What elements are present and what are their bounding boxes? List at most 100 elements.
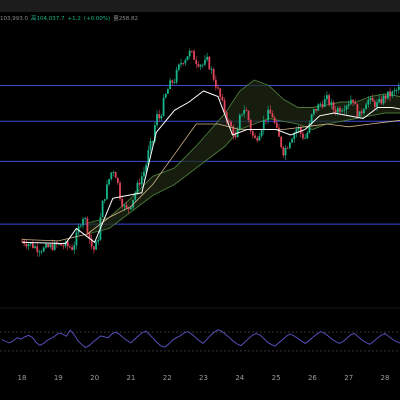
candle-body-87 — [210, 69, 213, 71]
candle-body-167 — [384, 95, 387, 99]
candle-body-143 — [332, 102, 335, 110]
candle-body-27 — [79, 225, 82, 227]
candle-body-78 — [190, 50, 193, 52]
x-tick-label-27: 27 — [344, 374, 353, 382]
candle-body-30 — [86, 218, 89, 233]
candle-body-42 — [112, 172, 115, 173]
candle-body-13 — [49, 244, 52, 248]
candle-body-38 — [103, 199, 106, 201]
candle-body-33 — [92, 246, 95, 250]
candle-body-124 — [291, 138, 293, 143]
candle-body-0 — [21, 240, 23, 242]
candle-body-147 — [341, 110, 344, 112]
rsi-line — [1, 329, 400, 349]
candle-body-5 — [31, 243, 34, 249]
x-tick-label-28: 28 — [381, 374, 390, 382]
candle-body-105 — [249, 119, 252, 132]
candle-body-49 — [127, 207, 130, 210]
candle-body-94 — [225, 112, 228, 121]
candle-body-68 — [169, 80, 172, 90]
candle-body-144 — [334, 109, 337, 113]
quote-value-1: 高104,037.7 — [31, 16, 65, 22]
candle-body-51 — [132, 199, 134, 208]
candle-body-91 — [219, 88, 222, 97]
candle-body-40 — [108, 179, 111, 185]
candle-body-111 — [262, 120, 265, 131]
candle-body-86 — [208, 56, 211, 70]
candle-body-55 — [140, 176, 143, 185]
candle-body-72 — [177, 64, 180, 70]
candle-body-166 — [382, 95, 385, 104]
candle-body-89 — [214, 79, 217, 88]
candle-body-4 — [29, 243, 32, 245]
candle-body-161 — [371, 98, 374, 102]
candle-body-145 — [336, 108, 339, 113]
candle-body-151 — [349, 99, 352, 105]
candle-body-3 — [27, 244, 30, 247]
candle-body-113 — [267, 109, 270, 121]
candle-body-64 — [160, 115, 163, 119]
candle-body-8 — [38, 251, 41, 253]
candle-body-93 — [223, 100, 226, 113]
candle-body-34 — [95, 241, 97, 250]
candle-body-141 — [328, 95, 330, 105]
candle-body-137 — [319, 104, 322, 106]
candle-body-82 — [199, 65, 202, 67]
candle-body-154 — [356, 104, 359, 117]
x-tick-label-20: 20 — [90, 374, 99, 382]
candle-body-88 — [212, 69, 215, 80]
candle-body-123 — [288, 142, 291, 148]
candle-body-52 — [134, 192, 137, 200]
x-tick-label-21: 21 — [126, 374, 135, 382]
candle-body-96 — [230, 121, 232, 127]
candle-body-140 — [326, 95, 328, 100]
candle-body-66 — [164, 93, 167, 98]
candle-body-61 — [153, 125, 156, 142]
candle-body-26 — [77, 226, 80, 233]
candle-body-75 — [184, 60, 187, 64]
candle-body-76 — [186, 56, 189, 61]
candle-body-84 — [204, 59, 206, 65]
candle-body-22 — [69, 246, 71, 248]
candle-body-112 — [265, 120, 267, 122]
quote-bar: 103,993.0 高104,037.7 +1.2 (+0.00%) 量258.82 — [0, 14, 141, 24]
candle-body-19 — [62, 245, 65, 247]
ichimoku-cloud — [87, 80, 400, 234]
x-tick-label-23: 23 — [199, 374, 208, 382]
candle-body-146 — [339, 108, 341, 112]
candle-body-54 — [138, 182, 141, 185]
candle-body-148 — [343, 109, 346, 111]
candle-body-115 — [271, 113, 274, 118]
candle-body-32 — [90, 238, 93, 247]
candle-body-48 — [125, 205, 128, 208]
candle-body-18 — [60, 243, 63, 246]
candle-body-130 — [304, 138, 307, 139]
quote-value-2: +1.2 — [67, 16, 81, 22]
candle-body-158 — [365, 104, 368, 110]
candle-body-50 — [130, 207, 132, 210]
quote-value-4: 量258.82 — [113, 16, 138, 22]
candle-body-71 — [175, 69, 178, 83]
candle-body-35 — [97, 239, 100, 242]
quote-value-3: (+0.00%) — [83, 16, 111, 22]
candle-body-149 — [345, 105, 348, 110]
candle-body-44 — [116, 177, 119, 183]
candle-body-98 — [234, 135, 237, 138]
candle-body-138 — [321, 104, 324, 107]
candle-body-128 — [299, 126, 302, 134]
candle-body-43 — [114, 172, 117, 178]
candle-body-106 — [251, 131, 254, 136]
candle-body-173 — [397, 86, 400, 90]
candle-body-46 — [121, 198, 124, 207]
candle-body-95 — [228, 120, 230, 122]
candle-body-109 — [258, 136, 261, 141]
candle-body-139 — [323, 99, 326, 107]
candle-body-162 — [373, 101, 376, 107]
candle-body-107 — [254, 135, 256, 138]
candle-body-153 — [354, 102, 357, 105]
candle-body-81 — [197, 64, 200, 67]
candle-body-163 — [376, 102, 378, 107]
cloud-upper-line — [87, 79, 400, 224]
